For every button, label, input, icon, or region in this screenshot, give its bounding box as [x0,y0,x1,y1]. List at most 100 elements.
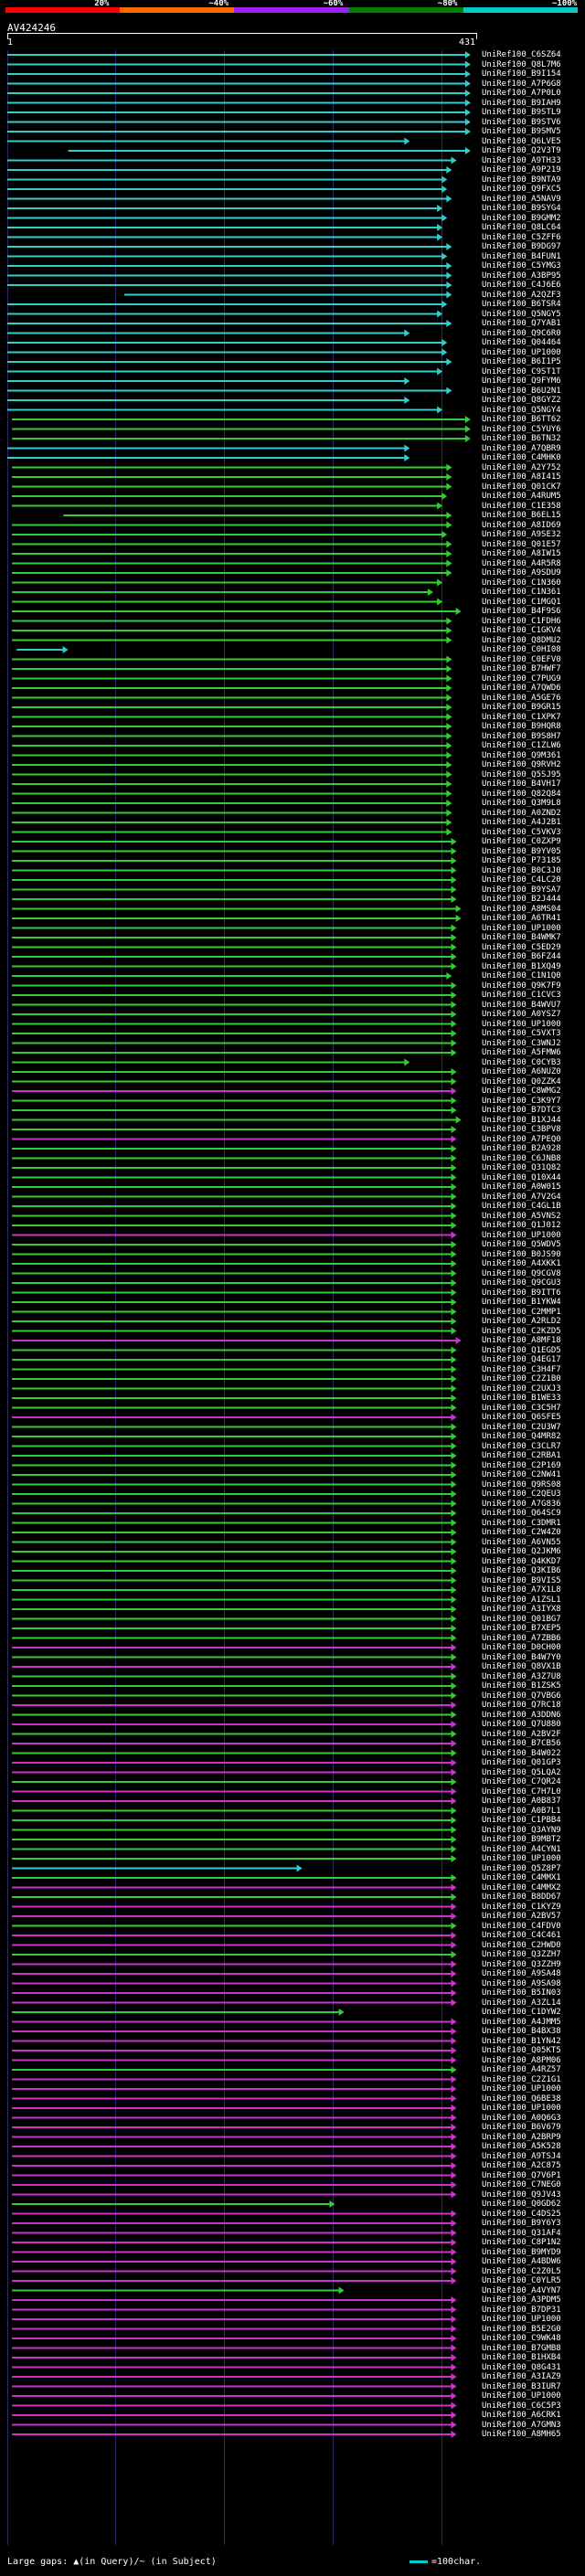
hit-label-link[interactable]: UniRef100_A7ZBB6 [482,1633,561,1643]
hit-label-link[interactable]: UniRef100_Q01BG7 [482,1614,561,1624]
hit-label-link[interactable]: UniRef100_Q5SJ95 [482,769,561,779]
hit-label-link[interactable]: UniRef100_A3Z7U8 [482,1671,561,1681]
hit-label-link[interactable]: UniRef100_B1YN42 [482,2036,561,2046]
hit-label-link[interactable]: UniRef100_Q5NGY4 [482,405,561,415]
hit-label-link[interactable]: UniRef100_A5GE76 [482,693,561,703]
hit-label-link[interactable]: UniRef100_A0B7L1 [482,1806,561,1816]
hit-label-link[interactable]: UniRef100_A9P219 [482,165,561,175]
hit-label-link[interactable]: UniRef100_Q8L7M6 [482,59,561,69]
hit-label-link[interactable]: UniRef100_C1ZLW6 [482,741,561,750]
hit-label-link[interactable]: UniRef100_B9MYD9 [482,2247,561,2257]
hit-label-link[interactable]: UniRef100_A4BDW6 [482,2257,561,2266]
hit-label-link[interactable]: UniRef100_B1WE33 [482,1394,561,1403]
hit-label-link[interactable]: UniRef100_B9STV6 [482,117,561,127]
hit-label-link[interactable]: UniRef100_C3K9Y7 [482,1096,561,1106]
hit-label-link[interactable]: UniRef100_C4DS25 [482,2209,561,2219]
hit-label-link[interactable]: UniRef100_A8ID69 [482,520,561,530]
hit-label-link[interactable]: UniRef100_C1FDH6 [482,616,561,626]
hit-label-link[interactable]: UniRef100_C4C461 [482,1931,561,1940]
hit-label-link[interactable]: UniRef100_C2P169 [482,1460,561,1470]
hit-label-link[interactable]: UniRef100_Q3M9L8 [482,799,561,808]
hit-label-link[interactable]: UniRef100_C8WMG2 [482,1087,561,1096]
hit-label-link[interactable]: UniRef100_Q9C6R0 [482,328,561,338]
hit-label-link[interactable]: UniRef100_A5K528 [482,2142,561,2151]
hit-label-link[interactable]: UniRef100_B6TN32 [482,434,561,443]
hit-label-link[interactable]: UniRef100_A2BV2F [482,1729,561,1739]
hit-label-link[interactable]: UniRef100_A8MS04 [482,904,561,914]
hit-label-link[interactable]: UniRef100_C5YMG3 [482,261,561,270]
hit-label-link[interactable]: UniRef100_A2BV57 [482,1912,561,1921]
hit-label-link[interactable]: UniRef100_A9SE32 [482,530,561,539]
hit-label-link[interactable]: UniRef100_B9SYG4 [482,204,561,213]
hit-label-link[interactable]: UniRef100_A4RUM5 [482,492,561,501]
hit-label-link[interactable]: UniRef100_B9VIS5 [482,1575,561,1585]
hit-label-link[interactable]: UniRef100_C5VKV3 [482,827,561,837]
hit-label-link[interactable]: UniRef100_P73185 [482,856,561,865]
hit-label-link[interactable]: UniRef100_Q3ZZH9 [482,1959,561,1969]
hit-label-link[interactable]: UniRef100_A0ZND2 [482,808,561,818]
hit-label-link[interactable]: UniRef100_B9GMM2 [482,213,561,223]
hit-label-link[interactable]: UniRef100_B1HXB4 [482,2353,561,2362]
hit-label-link[interactable]: UniRef100_B2A928 [482,1144,561,1153]
hit-label-link[interactable]: UniRef100_B7DTC3 [482,1106,561,1115]
hit-label-link[interactable]: UniRef100_A9TH33 [482,155,561,165]
hit-label-link[interactable]: UniRef100_A3BP95 [482,270,561,281]
hit-label-link[interactable]: UniRef100_C2W4Z0 [482,1528,561,1537]
hit-label-link[interactable]: UniRef100_Q9RS08 [482,1479,561,1489]
hit-label-link[interactable]: UniRef100_Q9FYM6 [482,376,561,386]
hit-label-link[interactable]: UniRef100_Q0GD62 [482,2200,561,2209]
hit-label-link[interactable]: UniRef100_Q4MR82 [482,1432,561,1441]
hit-label-link[interactable]: UniRef100_Q0ZZK4 [482,1076,561,1087]
hit-label-link[interactable]: UniRef100_B0JS90 [482,1249,561,1259]
hit-label-link[interactable]: UniRef100_Q7VBG6 [482,1691,561,1701]
hit-label-link[interactable]: UniRef100_A3DDN6 [482,1710,561,1720]
hit-label-link[interactable]: UniRef100_C7NEG0 [482,2180,561,2189]
hit-label-link[interactable]: UniRef100_B1YKW4 [482,1298,561,1307]
hit-label-link[interactable]: UniRef100_A9SA98 [482,1978,561,1988]
hit-label-link[interactable]: UniRef100_A8I415 [482,472,561,482]
hit-label-link[interactable]: UniRef100_C0YLR5 [482,2276,561,2285]
hit-label-link[interactable]: UniRef100_C2Z0L5 [482,2266,561,2276]
hit-label-link[interactable]: UniRef100_B4WMK7 [482,933,561,942]
hit-label-link[interactable]: UniRef100_Q4KKD7 [482,1556,561,1566]
hit-label-link[interactable]: UniRef100_C4FDV0 [482,1921,561,1931]
hit-label-link[interactable]: UniRef100_B9MBT2 [482,1835,561,1844]
hit-label-link[interactable]: UniRef100_Q9M361 [482,750,561,760]
hit-label-link[interactable]: UniRef100_C4MMX2 [482,1882,561,1892]
hit-label-link[interactable]: UniRef100_C0ZXP9 [482,837,561,846]
hit-label-link[interactable]: UniRef100_Q9FXC5 [482,185,561,194]
hit-label-link[interactable]: UniRef100_C3WNJ2 [482,1038,561,1048]
hit-label-link[interactable]: UniRef100_Q1J012 [482,1221,561,1230]
hit-label-link[interactable]: UniRef100_Q10X44 [482,1172,561,1182]
hit-label-link[interactable]: UniRef100_A3IYX8 [482,1605,561,1614]
hit-label-link[interactable]: UniRef100_Q7V6P1 [482,2170,561,2180]
hit-label-link[interactable]: UniRef100_C1PBB4 [482,1816,561,1825]
hit-label-link[interactable]: UniRef100_C0EFV0 [482,654,561,664]
hit-label-link[interactable]: UniRef100_A6NUZ0 [482,1067,561,1076]
hit-label-link[interactable]: UniRef100_UP1000 [482,1230,561,1240]
hit-label-link[interactable]: UniRef100_B9DG97 [482,242,561,251]
hit-label-link[interactable]: UniRef100_A8IW15 [482,549,561,558]
hit-label-link[interactable]: UniRef100_B8DD67 [482,1892,561,1902]
hit-label-link[interactable]: UniRef100_UP1000 [482,2084,561,2094]
hit-label-link[interactable]: UniRef100_Q2V3T9 [482,146,561,155]
hit-label-link[interactable]: UniRef100_A7QBR9 [482,443,561,453]
hit-label-link[interactable]: UniRef100_A6VN55 [482,1537,561,1547]
hit-label-link[interactable]: UniRef100_C5ZFF6 [482,232,561,242]
hit-label-link[interactable]: UniRef100_B6U2N1 [482,386,561,396]
hit-label-link[interactable]: UniRef100_Q9CGU3 [482,1278,561,1288]
hit-label-link[interactable]: UniRef100_A9SDU9 [482,568,561,578]
hit-label-link[interactable]: UniRef100_C9ST1T [482,366,561,376]
hit-label-link[interactable]: UniRef100_A6TR41 [482,914,561,923]
hit-label-link[interactable]: UniRef100_C7H7L0 [482,1786,561,1797]
hit-label-link[interactable]: UniRef100_C0HI08 [482,645,561,654]
hit-label-link[interactable]: UniRef100_B6EL15 [482,511,561,520]
hit-label-link[interactable]: UniRef100_Q5Z8P7 [482,1863,561,1873]
hit-label-link[interactable]: UniRef100_Q01GP3 [482,1758,561,1767]
hit-label-link[interactable]: UniRef100_B4W022 [482,1748,561,1758]
hit-label-link[interactable]: UniRef100_C1CVC3 [482,991,561,1000]
hit-label-link[interactable]: UniRef100_Q6BE38 [482,2094,561,2104]
hit-label-link[interactable]: UniRef100_C4GL1B [482,1202,561,1211]
hit-label-link[interactable]: UniRef100_Q1EGD5 [482,1345,561,1355]
hit-label-link[interactable]: UniRef100_C2RBA1 [482,1451,561,1460]
